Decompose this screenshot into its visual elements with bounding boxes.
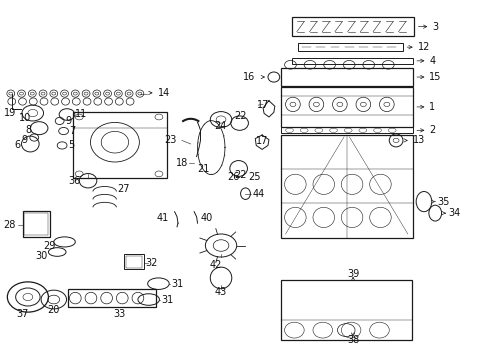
Text: 27: 27 <box>118 184 130 194</box>
Text: 22: 22 <box>234 170 247 180</box>
Text: 26: 26 <box>227 172 240 182</box>
Text: 44: 44 <box>252 189 265 199</box>
Text: 9: 9 <box>66 116 72 126</box>
Text: 25: 25 <box>248 172 261 182</box>
Text: 43: 43 <box>215 287 227 297</box>
Text: 7: 7 <box>70 126 75 136</box>
Text: 17: 17 <box>257 100 270 110</box>
Text: 29: 29 <box>44 240 56 251</box>
Text: 11: 11 <box>75 109 88 120</box>
Text: 3: 3 <box>432 22 439 32</box>
Bar <box>281 135 413 238</box>
Bar <box>69 289 155 307</box>
Text: 15: 15 <box>429 72 442 82</box>
Text: 19: 19 <box>3 108 16 118</box>
Bar <box>24 213 48 235</box>
Text: 37: 37 <box>17 309 29 319</box>
Text: 41: 41 <box>157 213 169 223</box>
Text: 20: 20 <box>48 305 60 315</box>
Bar <box>74 112 167 178</box>
Text: 24: 24 <box>214 121 226 131</box>
Text: 2: 2 <box>429 125 436 135</box>
Text: 38: 38 <box>347 335 359 345</box>
Text: 40: 40 <box>200 213 213 223</box>
Text: 14: 14 <box>157 88 170 98</box>
Text: 21: 21 <box>197 164 209 174</box>
Bar <box>23 211 50 237</box>
Text: 6: 6 <box>14 140 21 150</box>
Text: 1: 1 <box>429 102 436 112</box>
Text: 35: 35 <box>437 197 449 207</box>
Text: 22: 22 <box>234 111 247 121</box>
Text: 8: 8 <box>25 125 31 135</box>
Text: 32: 32 <box>146 258 158 268</box>
Bar <box>281 280 412 340</box>
Bar <box>281 68 413 86</box>
Bar <box>124 254 144 269</box>
Text: 31: 31 <box>161 294 173 305</box>
Bar <box>281 127 413 133</box>
Text: 31: 31 <box>171 279 183 289</box>
Text: 10: 10 <box>19 113 31 123</box>
Text: 39: 39 <box>347 269 359 279</box>
Bar <box>292 58 413 64</box>
Text: 42: 42 <box>210 260 222 270</box>
Text: 36: 36 <box>68 176 80 186</box>
Text: 23: 23 <box>165 135 177 145</box>
Bar <box>292 17 414 36</box>
Text: 17: 17 <box>256 136 269 146</box>
Text: 28: 28 <box>3 220 16 230</box>
Bar <box>298 43 403 51</box>
Text: 34: 34 <box>448 208 460 218</box>
Bar <box>281 87 413 127</box>
Text: 16: 16 <box>243 72 255 82</box>
Text: 12: 12 <box>417 42 430 52</box>
Text: 33: 33 <box>113 309 125 319</box>
Text: 18: 18 <box>175 158 188 168</box>
Text: 5: 5 <box>68 140 74 150</box>
Text: 9: 9 <box>22 135 28 145</box>
Bar <box>126 256 142 268</box>
Text: 4: 4 <box>429 56 436 66</box>
Text: 30: 30 <box>35 251 48 261</box>
Text: 13: 13 <box>413 135 425 145</box>
